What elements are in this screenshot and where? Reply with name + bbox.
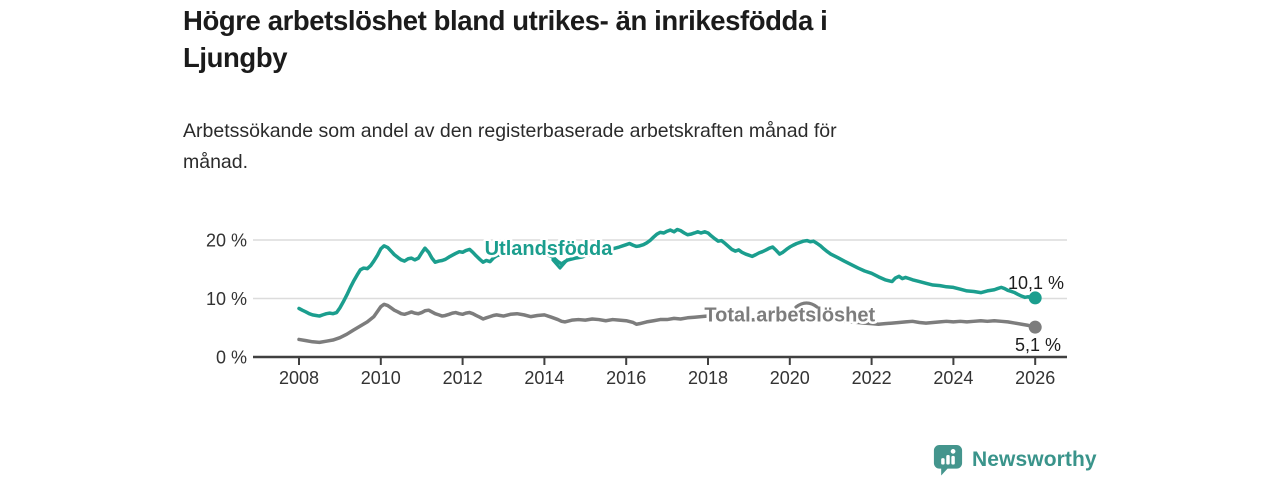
newsworthy-logo: Newsworthy bbox=[933, 444, 1097, 476]
x-axis-label-2014: 2014 bbox=[524, 368, 564, 388]
chart-headline-line1: Högre arbetslöshet bland utrikes- än inr… bbox=[183, 5, 828, 36]
chart-subtitle-line2: månad. bbox=[183, 151, 249, 173]
series-label-utlandsf-dda: Utlandsfödda bbox=[485, 238, 614, 260]
chart-subtitle: Arbetssökande som andel av den registerb… bbox=[183, 116, 1063, 178]
newsworthy-logo-text: Newsworthy bbox=[972, 448, 1097, 471]
chart-subtitle-line1: Arbetssökande som andel av den registerb… bbox=[183, 120, 837, 142]
x-axis-label-2020: 2020 bbox=[770, 368, 810, 388]
y-axis-label-0: 0 % bbox=[216, 348, 247, 368]
series-line-total-arbetsl-shet bbox=[297, 302, 1037, 345]
series-label-pointer-total-arbetsloshet bbox=[794, 301, 819, 309]
chart-headline: Högre arbetslöshet bland utrikes- än inr… bbox=[183, 2, 1053, 76]
end-dot-total-arbetsl-shet bbox=[1028, 320, 1042, 334]
end-value-label-utlandsf-dda: 10,1 % bbox=[1008, 273, 1064, 293]
x-axis-label-2008: 2008 bbox=[279, 368, 319, 388]
x-axis-label-2012: 2012 bbox=[443, 368, 483, 388]
series-label-total-arbetsl-shet: Total arbetslöshet bbox=[704, 304, 875, 326]
unemployment-line-chart: 20 % 10 % 0 % Utlandsfödda Total arbetslöshe… bbox=[206, 227, 1067, 388]
y-axis-label-20: 20 % bbox=[206, 231, 247, 251]
x-axis-label-2016: 2016 bbox=[606, 368, 646, 388]
end-dot-utlandsf-dda bbox=[1028, 291, 1042, 305]
y-axis-label-10: 10 % bbox=[206, 289, 247, 309]
series-line-utlandsf-dda bbox=[297, 227, 1037, 318]
end-value-label-total-arbetsl-shet: 5,1 % bbox=[1015, 335, 1061, 355]
x-axis-label-2022: 2022 bbox=[852, 368, 892, 388]
x-axis-label-2018: 2018 bbox=[688, 368, 728, 388]
x-axis-label-2026: 2026 bbox=[1015, 368, 1055, 388]
x-axis-label-2024: 2024 bbox=[933, 368, 973, 388]
x-axis-label-2010: 2010 bbox=[361, 368, 401, 388]
series-label-pointer-utlandsfodda bbox=[551, 258, 569, 270]
chart-headline-line2: Ljungby bbox=[183, 42, 288, 73]
newsworthy-bar-chart-bubble-icon bbox=[933, 445, 963, 476]
